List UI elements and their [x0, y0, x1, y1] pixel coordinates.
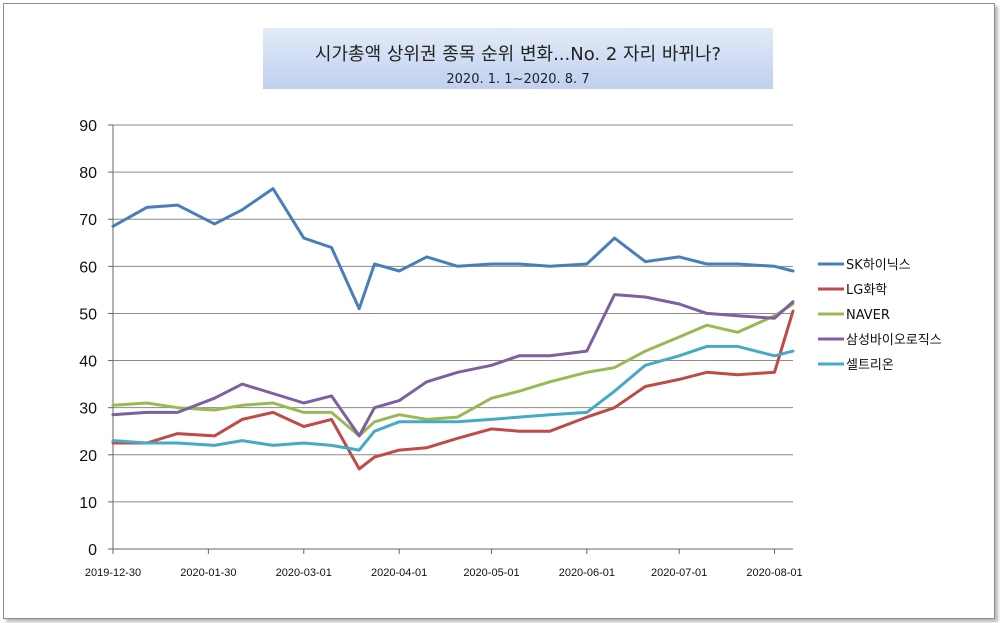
series-line-4	[111, 293, 795, 438]
x-tick-label: 2020-05-01	[463, 567, 519, 579]
axes	[108, 124, 793, 554]
legend-label: SK하이닉스	[846, 258, 911, 273]
x-tick-label: 2020-04-01	[371, 567, 427, 579]
x-tick-label: 2020-01-30	[180, 567, 236, 579]
x-tick-label: 2020-08-01	[746, 567, 802, 579]
x-tick-label: 2020-03-01	[276, 567, 332, 579]
series-line-1	[111, 187, 795, 311]
y-tick-label: 10	[79, 495, 97, 512]
y-tick-label: 20	[79, 448, 97, 465]
legend-label: 삼성바이오로직스	[846, 333, 942, 348]
chart-frame: 시가총액 상위권 종목 순위 변화...No. 2 자리 바뀌나? 2020. …	[3, 3, 995, 619]
series-line-3	[111, 302, 795, 438]
x-tick-label: 2019-12-30	[85, 567, 141, 579]
chart-title: 시가총액 상위권 종목 순위 변화...No. 2 자리 바뀌나?	[314, 44, 722, 65]
legend-label: 셀트리온	[846, 358, 894, 373]
y-tick-label: 40	[79, 354, 97, 371]
y-tick-label: 0	[88, 542, 97, 559]
series-line-2	[111, 309, 795, 471]
x-tick-label: 2020-07-01	[651, 567, 707, 579]
x-axis-ticks: 2019-12-30 2020-01-30 2020-03-01 2020-04-01…	[85, 567, 803, 579]
series-line-5	[111, 344, 795, 452]
legend-label: NAVER	[846, 308, 890, 323]
chart-subtitle: 2020. 1. 1~2020. 8. 7	[446, 72, 590, 87]
legend-label: LG화학	[846, 283, 887, 298]
x-tick-label: 2020-06-01	[559, 567, 615, 579]
chart-title-box: 시가총액 상위권 종목 순위 변화...No. 2 자리 바뀌나? 2020. …	[263, 28, 773, 89]
series-lines	[111, 187, 795, 471]
y-tick-label: 50	[79, 306, 97, 323]
y-axis-ticks: 0 10 20 30 40 50 60 70 80 90	[79, 118, 97, 559]
y-tick-label: 60	[79, 259, 97, 276]
y-tick-label: 80	[79, 165, 97, 182]
y-tick-label: 30	[79, 401, 97, 418]
y-tick-label: 90	[79, 118, 97, 135]
y-tick-label: 70	[79, 212, 97, 229]
